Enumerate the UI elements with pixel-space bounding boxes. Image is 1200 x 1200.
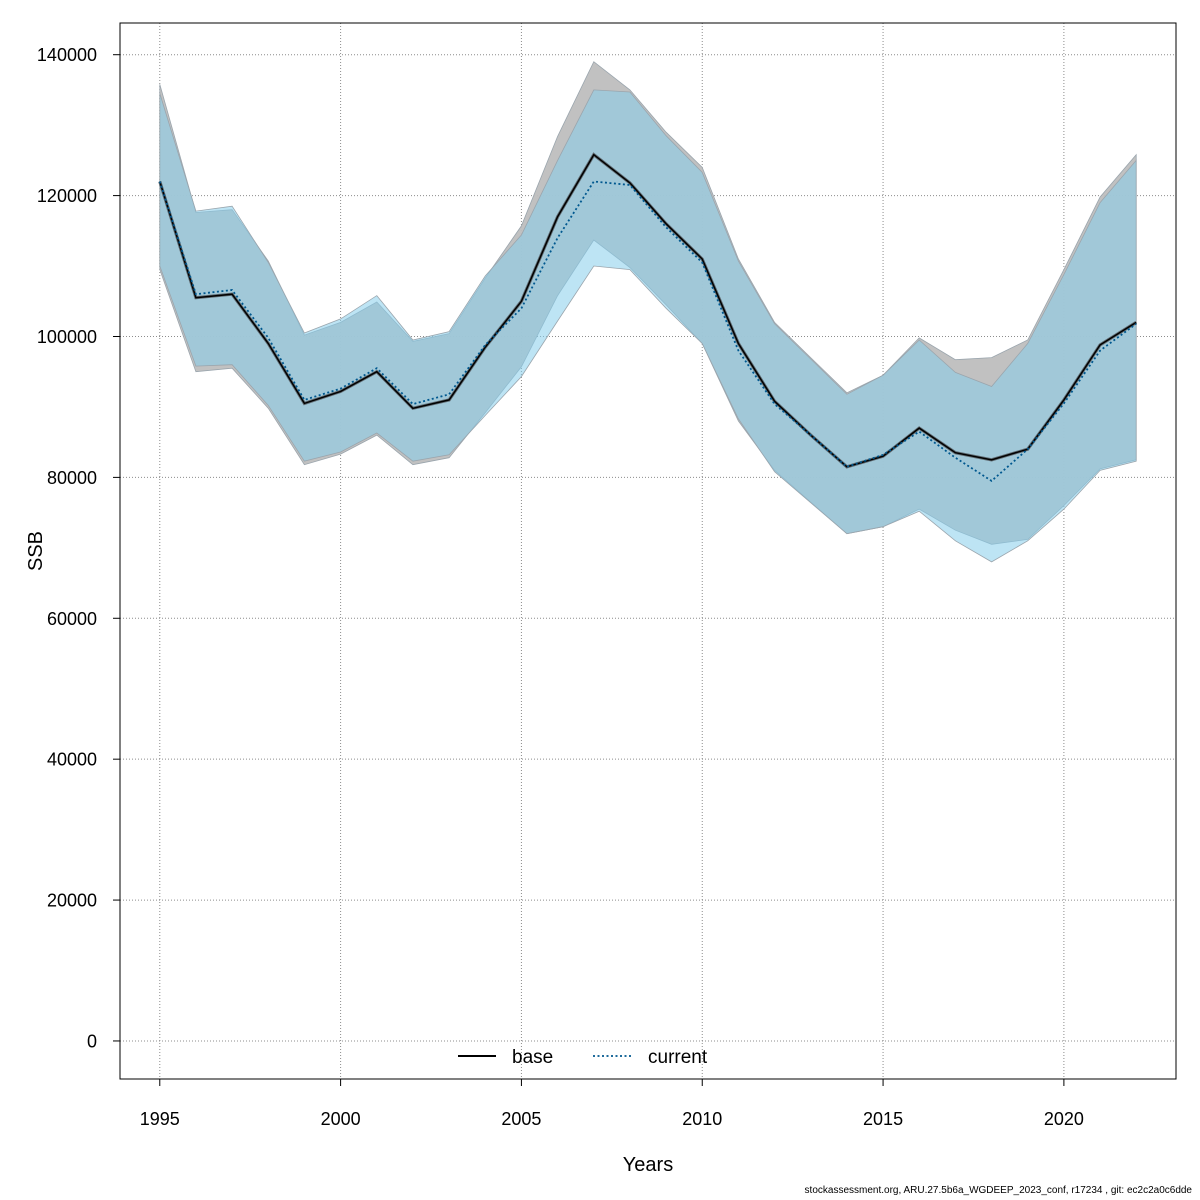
y-tick-label: 140000 — [37, 45, 97, 65]
y-tick-label: 80000 — [47, 468, 97, 488]
legend: base current — [458, 1047, 708, 1068]
confidence-bands — [159, 61, 1137, 563]
footer-credit: stockassessment.org, ARU.27.5b6a_WGDEEP_… — [804, 1185, 1192, 1196]
series-lines — [158, 152, 1138, 483]
y-tick-label: 0 — [87, 1031, 97, 1051]
x-tick-label: 2020 — [1044, 1109, 1084, 1129]
x-axis-title: Years — [623, 1154, 673, 1176]
y-tick-label: 60000 — [47, 609, 97, 629]
grid — [120, 23, 1176, 1079]
y-tick-label: 20000 — [47, 891, 97, 911]
y-tick-label: 120000 — [37, 186, 97, 206]
x-tick-label: 1995 — [140, 1109, 180, 1129]
x-tick-label: 2005 — [501, 1109, 541, 1129]
x-tick-label: 2000 — [321, 1109, 361, 1129]
x-tick-label: 2015 — [863, 1109, 903, 1129]
band-current — [159, 89, 1137, 563]
y-tick-label: 100000 — [37, 327, 97, 347]
line-base — [159, 153, 1137, 468]
axes: 1995 2000 2005 2010 2015 2020 0 20000 40000 60000… — [37, 45, 1084, 1129]
y-tick-label: 40000 — [47, 750, 97, 770]
legend-label-current: current — [648, 1047, 708, 1068]
legend-label-base: base — [512, 1047, 553, 1068]
y-axis-title: SSB — [25, 531, 47, 571]
x-tick-label: 2010 — [682, 1109, 722, 1129]
